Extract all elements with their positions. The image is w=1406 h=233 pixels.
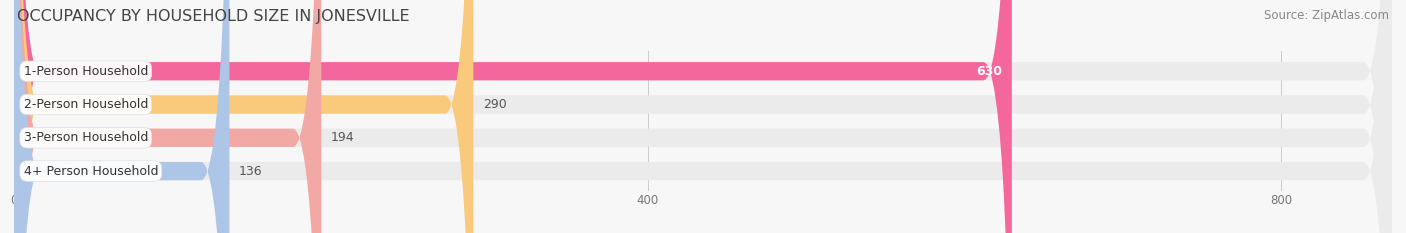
Text: OCCUPANCY BY HOUSEHOLD SIZE IN JONESVILLE: OCCUPANCY BY HOUSEHOLD SIZE IN JONESVILL… xyxy=(17,9,409,24)
FancyBboxPatch shape xyxy=(14,0,229,233)
Text: 2-Person Household: 2-Person Household xyxy=(24,98,148,111)
Text: 290: 290 xyxy=(482,98,506,111)
FancyBboxPatch shape xyxy=(14,0,1392,233)
Text: 1-Person Household: 1-Person Household xyxy=(24,65,148,78)
Text: 630: 630 xyxy=(976,65,1002,78)
FancyBboxPatch shape xyxy=(14,0,474,233)
Text: Source: ZipAtlas.com: Source: ZipAtlas.com xyxy=(1264,9,1389,22)
Text: 3-Person Household: 3-Person Household xyxy=(24,131,148,144)
Text: 4+ Person Household: 4+ Person Household xyxy=(24,164,157,178)
Text: 136: 136 xyxy=(239,164,263,178)
FancyBboxPatch shape xyxy=(14,0,1392,233)
FancyBboxPatch shape xyxy=(14,0,1392,233)
FancyBboxPatch shape xyxy=(14,0,322,233)
FancyBboxPatch shape xyxy=(14,0,1012,233)
Text: 194: 194 xyxy=(330,131,354,144)
FancyBboxPatch shape xyxy=(14,0,1392,233)
